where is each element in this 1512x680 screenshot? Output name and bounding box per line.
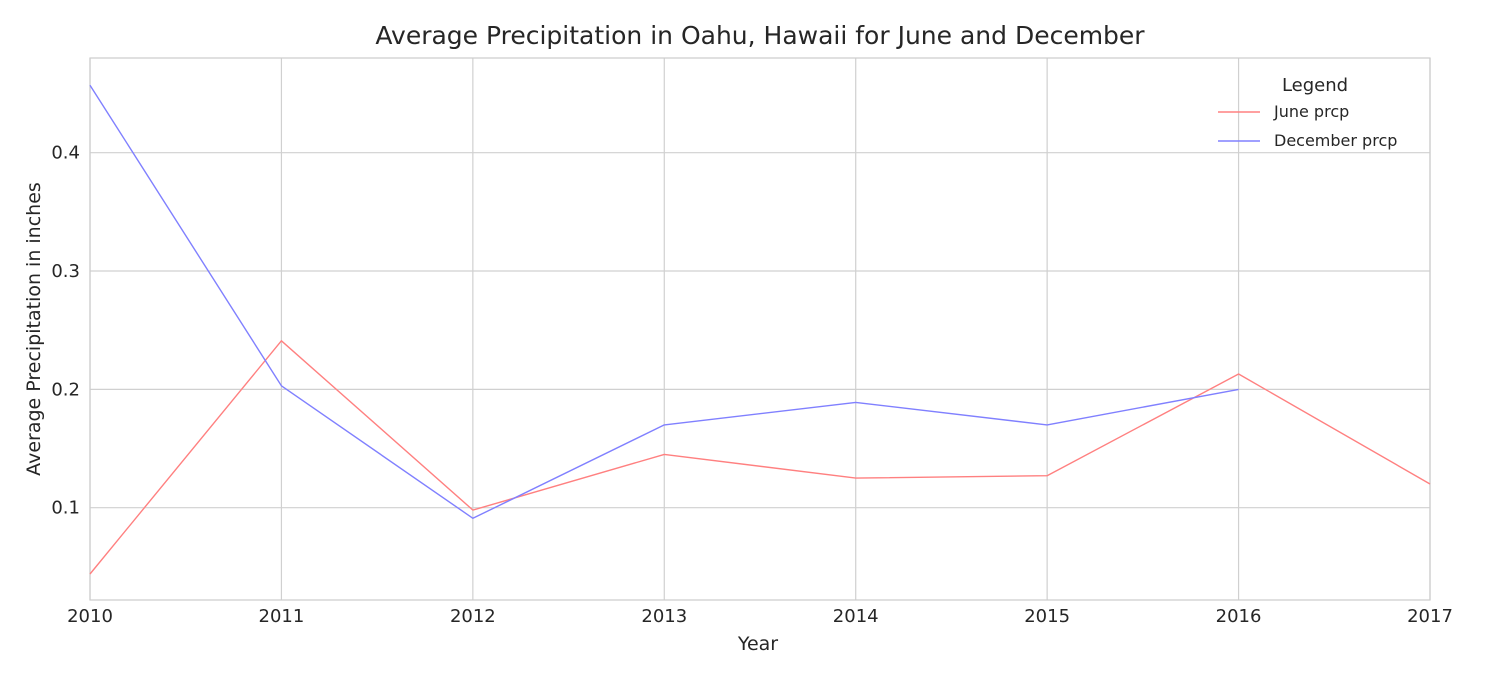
y-tick-label: 0.3: [51, 261, 80, 282]
y-tick-label: 0.1: [51, 498, 80, 519]
x-axis-label: Year: [737, 633, 778, 655]
chart-title: Average Precipitation in Oahu, Hawaii fo…: [375, 21, 1145, 50]
x-tick-label: 2012: [450, 606, 496, 627]
x-tick-label: 2014: [833, 606, 879, 627]
y-axis-ticks: 0.1 0.2 0.3 0.4: [51, 143, 80, 519]
series-line-june: [89, 340, 1431, 575]
series-lines: [89, 84, 1431, 575]
series-line-december: [89, 84, 1239, 519]
y-tick-label: 0.2: [51, 379, 80, 400]
x-tick-label: 2010: [67, 606, 113, 627]
x-tick-label: 2011: [259, 606, 305, 627]
legend: Legend June prcp December prcp: [1218, 75, 1397, 150]
grid-lines: [89, 58, 1431, 600]
x-tick-label: 2015: [1024, 606, 1070, 627]
legend-title: Legend: [1282, 75, 1348, 96]
x-tick-label: 2017: [1407, 606, 1453, 627]
x-axis-ticks: 2010 2011 2012 2013 2014 2015 2016 2017: [67, 606, 1453, 627]
y-tick-label: 0.4: [51, 143, 80, 164]
plot-frame: [89, 57, 1431, 601]
legend-entry-label: December prcp: [1274, 131, 1397, 150]
y-axis-label: Average Precipitation in inches: [23, 182, 45, 476]
x-tick-label: 2016: [1216, 606, 1262, 627]
legend-entry-label: June prcp: [1273, 102, 1349, 121]
x-tick-label: 2013: [641, 606, 687, 627]
